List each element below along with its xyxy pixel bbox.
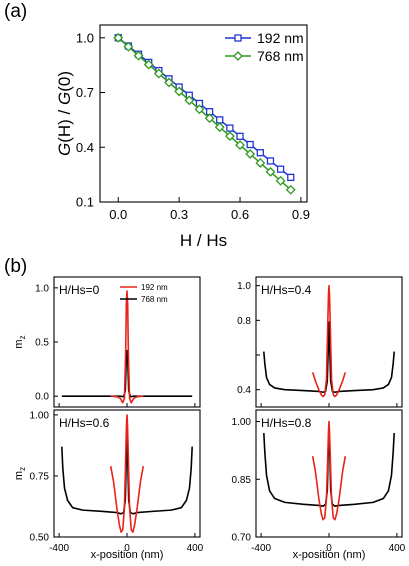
series-line	[311, 284, 347, 398]
x-axis-label: H / Hs	[180, 231, 227, 250]
data-point-diamond	[143, 59, 154, 70]
legend-label: 768 nm	[257, 48, 304, 64]
data-point-square	[287, 173, 295, 182]
data-point-diamond	[204, 113, 215, 124]
data-point-diamond	[123, 41, 134, 52]
data-point-diamond	[214, 122, 225, 133]
y-tick-label: 0.0	[35, 392, 49, 403]
data-point-square	[276, 165, 285, 173]
annotation-label: H/Hs=0.4	[261, 283, 312, 297]
series-line	[110, 290, 144, 404]
x-tick-label: 400	[389, 543, 406, 554]
data-point-diamond	[194, 104, 205, 115]
panel-b2-plot: 0.4 0.8 1.0 H/Hs=0.4	[237, 276, 403, 408]
data-point-square	[226, 124, 234, 132]
y-tick-label: 0.5	[35, 338, 49, 349]
x-tick-label: 400	[187, 543, 204, 554]
data-point-diamond	[164, 77, 174, 88]
series-line	[263, 321, 395, 394]
y-tick-label: 0.50	[30, 533, 50, 544]
panel-b3-plot: -400 0 400 0.50 0.75 1.00 H/Hs=0.6 mz x-position…	[13, 409, 204, 561]
y-axis-label: mz	[13, 335, 27, 348]
series-line	[61, 436, 193, 515]
x-tick-label: 0.9	[292, 207, 310, 222]
x-axis-label: x-position (nm)	[91, 549, 164, 561]
data-point-diamond	[184, 95, 195, 106]
legend-label: 192 nm	[257, 30, 304, 46]
y-tick-label: 1.00	[30, 410, 50, 421]
y-tick-label: 0.85	[232, 475, 252, 486]
y-axis-label: G(H) / G(0)	[55, 71, 74, 156]
data-point-diamond	[245, 149, 256, 159]
data-point-diamond	[285, 184, 296, 195]
legend-label: 768 nm	[141, 295, 168, 304]
y-tick-label: 1.0	[76, 30, 94, 45]
data-point-diamond	[275, 175, 286, 186]
annotation-label: H/Hs=0.6	[59, 416, 110, 430]
data-point-diamond	[265, 166, 276, 177]
x-tick-label: -400	[49, 543, 69, 554]
series-line	[109, 414, 145, 533]
legend-marker-square	[234, 34, 242, 42]
x-tick-label: 0	[326, 543, 332, 554]
y-tick-label: 0.70	[232, 533, 252, 544]
x-tick-label: 0.6	[231, 207, 249, 222]
y-tick-label: 1.0	[237, 281, 251, 292]
annotation-label: H/Hs=0	[59, 283, 100, 297]
panel-b1-plot: 0.0 0.5 1.0 H/Hs=0 192 nm 768 nm mz	[13, 276, 201, 408]
y-tick-label: 0.75	[30, 471, 50, 482]
data-point-diamond	[153, 68, 164, 79]
x-tick-label: 0.0	[109, 207, 127, 222]
data-point-diamond	[113, 32, 124, 43]
series-line	[311, 420, 347, 521]
data-point-square	[236, 132, 244, 140]
x-tick-label: 0	[124, 543, 130, 554]
data-point-diamond	[224, 131, 235, 142]
series-line	[61, 349, 193, 398]
y-tick-label: 1.00	[232, 417, 252, 428]
x-tick-label: 0.3	[170, 207, 188, 222]
data-point-square	[266, 157, 275, 165]
y-tick-label: 0.4	[237, 385, 251, 396]
data-point-diamond	[174, 86, 185, 97]
plot-frame	[99, 24, 308, 203]
legend-label: 192 nm	[141, 283, 168, 292]
panel-a-plot: 0.0 0.3 0.6 0.9 0.1 0.4 0.7 1.0 192 nm 768 nm H / …	[55, 24, 310, 250]
legend-marker-diamond	[233, 51, 243, 61]
data-point-diamond	[235, 140, 245, 150]
data-point-square	[256, 149, 264, 157]
x-tick-label: -400	[251, 543, 271, 554]
data-point-square	[216, 116, 224, 124]
x-axis-label: x-position (nm)	[293, 549, 366, 561]
data-point-square	[246, 140, 254, 149]
y-axis-label: mz	[13, 467, 27, 480]
y-tick-label: 0.8	[237, 316, 251, 327]
y-tick-label: 1.0	[35, 283, 49, 294]
y-tick-label: 0.4	[76, 140, 94, 155]
annotation-label: H/Hs=0.8	[261, 416, 312, 430]
panel-b4-plot: -400 0 400 0.70 0.85 1.00 H/Hs=0.8 x-position (…	[232, 409, 406, 561]
y-tick-label: 0.7	[76, 85, 94, 100]
y-tick-label: 0.1	[76, 195, 94, 210]
data-point-diamond	[133, 50, 144, 61]
panel-b-label: (b)	[4, 256, 27, 277]
panel-a-label: (a)	[4, 1, 27, 22]
data-point-diamond	[255, 158, 266, 168]
